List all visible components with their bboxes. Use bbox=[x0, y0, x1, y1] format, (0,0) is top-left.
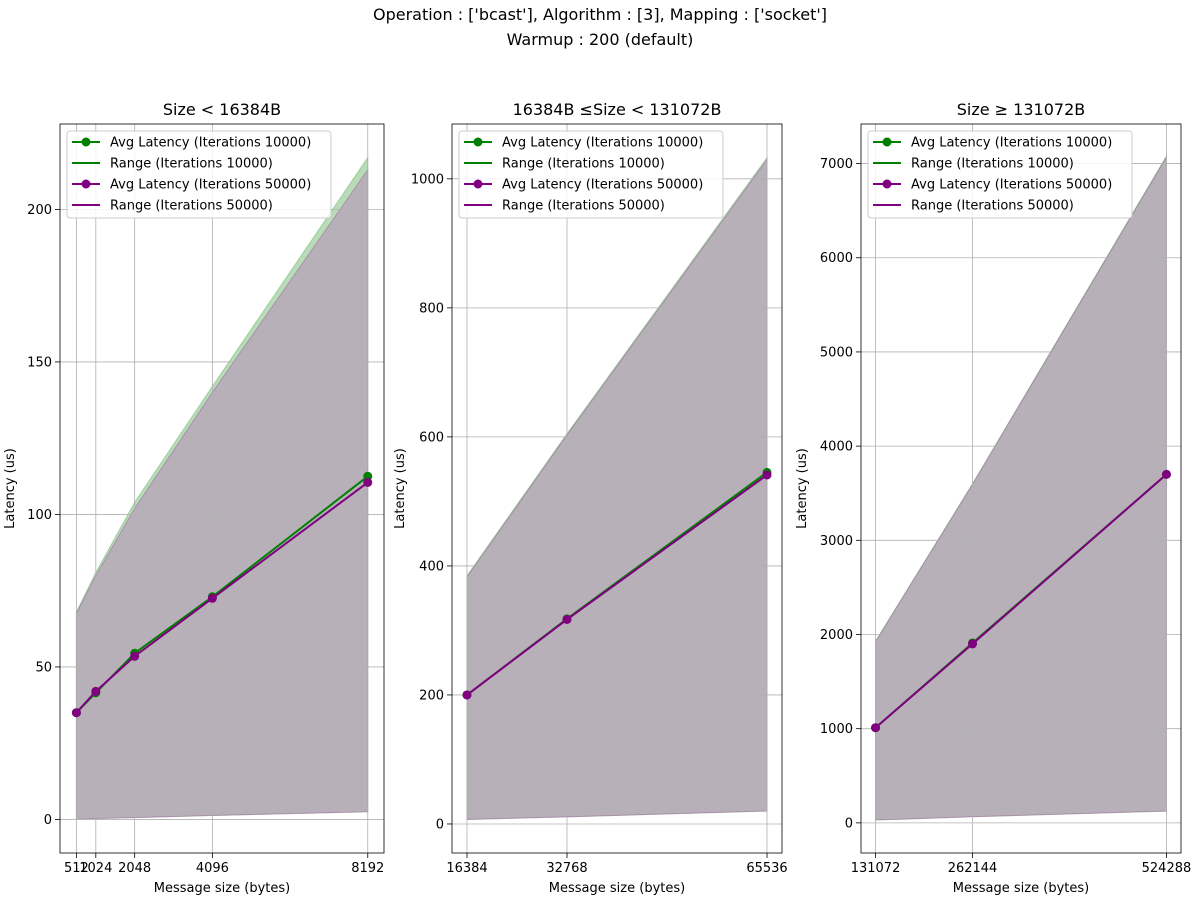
y-tick-label: 0 bbox=[845, 816, 853, 831]
data-point bbox=[71, 708, 81, 718]
x-tick-label: 2048 bbox=[118, 861, 151, 876]
x-axis-label: Message size (bytes) bbox=[953, 881, 1089, 896]
y-tick-label: 3000 bbox=[820, 534, 853, 549]
legend-entry: Range (Iterations 10000) bbox=[911, 157, 1074, 172]
axes-frame bbox=[59, 123, 385, 854]
data-point bbox=[207, 593, 217, 603]
legend-entry: Avg Latency (Iterations 50000) bbox=[911, 178, 1112, 193]
data-point bbox=[762, 470, 772, 480]
x-tick-label: 4096 bbox=[196, 861, 229, 876]
y-tick-label: 200 bbox=[27, 203, 52, 218]
axes-frame bbox=[451, 123, 783, 854]
y-tick-label: 4000 bbox=[820, 440, 853, 455]
y-tick-label: 800 bbox=[419, 301, 444, 316]
legend: Avg Latency (Iterations 10000) Range (Ite… bbox=[458, 130, 724, 219]
y-tick-label: 100 bbox=[27, 508, 52, 523]
legend-entry: Avg Latency (Iterations 10000) bbox=[110, 136, 311, 151]
x-tick-label: 1024 bbox=[79, 861, 112, 876]
legend: Avg Latency (Iterations 10000) Range (Ite… bbox=[867, 130, 1133, 219]
subplot-title: 16384B ≤Size < 131072B bbox=[513, 100, 722, 119]
y-tick-label: 1000 bbox=[820, 722, 853, 737]
y-tick-label: 5000 bbox=[820, 345, 853, 360]
legend-entry: Range (Iterations 50000) bbox=[502, 199, 665, 214]
legend-marker bbox=[81, 137, 91, 147]
x-tick-label: 131072 bbox=[851, 861, 901, 876]
y-tick-label: 0 bbox=[436, 817, 444, 832]
y-tick-label: 150 bbox=[27, 355, 52, 370]
data-point bbox=[130, 651, 140, 661]
legend-box bbox=[458, 130, 724, 219]
legend-box bbox=[66, 130, 332, 219]
legend-entry: Range (Iterations 50000) bbox=[110, 199, 273, 214]
y-tick-label: 7000 bbox=[820, 157, 853, 172]
legend-marker bbox=[473, 179, 483, 189]
legend-entry: Avg Latency (Iterations 50000) bbox=[502, 178, 703, 193]
data-point bbox=[562, 614, 572, 624]
x-tick-label: 524288 bbox=[1142, 861, 1192, 876]
legend-marker bbox=[882, 179, 892, 189]
legend-marker bbox=[882, 137, 892, 147]
y-tick-label: 200 bbox=[419, 688, 444, 703]
y-tick-label: 0 bbox=[44, 813, 52, 828]
suptitle-line2: Warmup : 200 (default) bbox=[507, 30, 694, 49]
x-tick-label: 512 bbox=[64, 861, 89, 876]
legend-box bbox=[867, 130, 1133, 219]
legend-entry: Range (Iterations 50000) bbox=[911, 199, 1074, 214]
y-tick-label: 1000 bbox=[411, 172, 444, 187]
legend-entry: Avg Latency (Iterations 50000) bbox=[110, 178, 311, 193]
data-point bbox=[1161, 469, 1171, 479]
x-tick-label: 32768 bbox=[546, 861, 587, 876]
data-point bbox=[363, 477, 373, 487]
legend-marker bbox=[473, 137, 483, 147]
y-axis-label: Latency (us) bbox=[3, 448, 18, 529]
legend-entry: Avg Latency (Iterations 10000) bbox=[911, 136, 1112, 151]
subplot-3: 131072 262144 524288 0 1000 2000 3000 4000 5000 6… bbox=[795, 100, 1191, 896]
axes-frame bbox=[860, 123, 1182, 854]
y-axis-label: Latency (us) bbox=[393, 448, 408, 529]
data-point bbox=[462, 690, 472, 700]
subplot-2: 16384 32768 65536 0 200 400 600 800 1000 16384B ≤… bbox=[393, 100, 788, 896]
data-point bbox=[871, 723, 881, 733]
legend: Avg Latency (Iterations 10000) Range (Ite… bbox=[66, 130, 332, 219]
data-point bbox=[91, 686, 101, 696]
subplot-title: Size ≥ 131072B bbox=[957, 100, 1085, 119]
y-tick-label: 50 bbox=[35, 660, 52, 675]
subplot-title: Size < 16384B bbox=[163, 100, 281, 119]
x-axis-label: Message size (bytes) bbox=[549, 881, 685, 896]
y-tick-label: 400 bbox=[419, 559, 444, 574]
x-tick-label: 65536 bbox=[746, 861, 787, 876]
y-tick-label: 600 bbox=[419, 430, 444, 445]
suptitle-line1: Operation : ['bcast'], Algorithm : [3], … bbox=[373, 5, 827, 24]
y-tick-label: 6000 bbox=[820, 251, 853, 266]
y-axis-label: Latency (us) bbox=[795, 448, 810, 529]
x-tick-label: 16384 bbox=[446, 861, 487, 876]
x-axis-label: Message size (bytes) bbox=[154, 881, 290, 896]
legend-entry: Avg Latency (Iterations 10000) bbox=[502, 136, 703, 151]
legend-entry: Range (Iterations 10000) bbox=[110, 157, 273, 172]
data-point bbox=[968, 639, 978, 649]
x-tick-label: 8192 bbox=[351, 861, 384, 876]
y-tick-label: 2000 bbox=[820, 628, 853, 643]
x-tick-label: 262144 bbox=[948, 861, 998, 876]
legend-marker bbox=[81, 179, 91, 189]
legend-entry: Range (Iterations 10000) bbox=[502, 157, 665, 172]
